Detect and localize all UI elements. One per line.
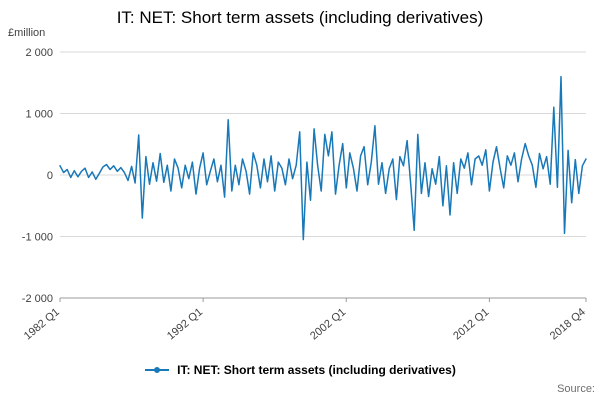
y-tick-label: 2 000 [25,47,53,59]
x-tick-label: 2012 Q1 [451,306,491,342]
source-label: Source: [557,383,595,395]
y-tick-label: -2 000 [22,293,53,305]
x-tick-label: 2018 Q4 [548,306,588,342]
legend-line-marker [145,367,170,373]
x-tick-label: 1982 Q1 [22,306,62,342]
y-tick-label: 0 [47,170,53,182]
legend-label: IT: NET: Short term assets (including de… [177,363,456,377]
y-tick-label: -1 000 [22,232,53,244]
x-tick-label: 2002 Q1 [308,306,348,342]
y-tick-label: 1 000 [25,109,53,121]
legend-point [154,367,161,373]
chart-title: IT: NET: Short term assets (including de… [116,8,484,27]
y-axis-unit-label: £million [8,27,46,39]
legend: IT: NET: Short term assets (including de… [0,363,600,377]
data-line [59,75,587,241]
x-tick-label: 1992 Q1 [165,306,205,342]
